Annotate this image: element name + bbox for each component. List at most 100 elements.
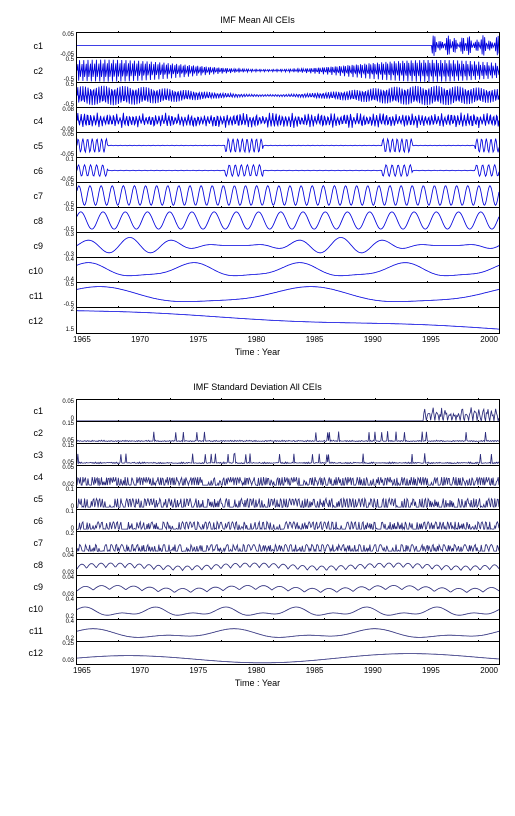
x-tick: 1970 <box>131 666 149 675</box>
panel-label: c11 <box>15 626 46 636</box>
panel-row-c2: c20.5-0.5 <box>15 58 500 83</box>
x-tick: 1965 <box>73 335 91 344</box>
panel-label: c6 <box>15 166 46 176</box>
panel-yticks: 0.040.03 <box>46 554 76 576</box>
panel-yticks: 0.05-0.05 <box>46 33 76 58</box>
panel-plot <box>76 575 500 599</box>
panel-yticks: 0.4-0.4 <box>46 258 76 283</box>
panel-plot <box>76 487 500 511</box>
panel-row-c2: c20.150.05 <box>15 422 500 444</box>
panel-label: c10 <box>15 266 46 276</box>
panel-label: c7 <box>15 538 46 548</box>
panel-row-c11: c110.5-0.5 <box>15 283 500 308</box>
panel-plot <box>76 399 500 423</box>
panel-plot <box>76 57 500 84</box>
panel-plot <box>76 207 500 234</box>
panel-row-c10: c100.4-0.4 <box>15 258 500 283</box>
panel-label: c4 <box>15 472 46 482</box>
panel-yticks: 0.050 <box>46 400 76 422</box>
panel-row-c7: c70.20.1 <box>15 532 500 554</box>
panel-label: c9 <box>15 582 46 592</box>
panel-row-c10: c100.40.2 <box>15 598 500 620</box>
panel-yticks: 0.3-0.3 <box>46 233 76 258</box>
panel-row-c3: c30.5-0.5 <box>15 83 500 108</box>
panel-plot <box>76 107 500 134</box>
panel-row-c11: c110.40.2 <box>15 620 500 642</box>
top-chart: IMF Mean All CEIs c10.05-0.05 c20.5-0.5 … <box>15 15 500 357</box>
panel-label: c10 <box>15 604 46 614</box>
panel-yticks: 0.050.02 <box>46 466 76 488</box>
x-tick: 1975 <box>189 335 207 344</box>
x-tick: 1990 <box>364 335 382 344</box>
panel-row-c12: c120.250.03 <box>15 642 500 664</box>
panel-row-c6: c60.10 <box>15 510 500 532</box>
panel-yticks: 0.5-0.5 <box>46 208 76 233</box>
panel-row-c1: c10.05-0.05 <box>15 33 500 58</box>
panel-plot <box>76 82 500 109</box>
panel-row-c4: c40.050.02 <box>15 466 500 488</box>
panel-label: c12 <box>15 648 46 658</box>
bottom-x-axis: 19651970197519801985199019952000 <box>15 666 500 675</box>
panel-plot <box>76 157 500 184</box>
panel-row-c8: c80.040.03 <box>15 554 500 576</box>
panel-plot <box>76 531 500 555</box>
x-tick: 1975 <box>189 666 207 675</box>
panel-plot <box>76 182 500 209</box>
panel-plot <box>76 282 500 309</box>
panel-row-c5: c50.10 <box>15 488 500 510</box>
panel-plot <box>76 597 500 621</box>
panel-label: c1 <box>15 41 46 51</box>
panel-label: c3 <box>15 91 46 101</box>
panel-yticks: 0.05-0.05 <box>46 133 76 158</box>
x-tick: 1980 <box>248 335 266 344</box>
panel-row-c3: c30.150.05 <box>15 444 500 466</box>
x-tick: 2000 <box>480 666 498 675</box>
panel-row-c9: c90.3-0.3 <box>15 233 500 258</box>
x-tick: 1970 <box>131 335 149 344</box>
panel-row-c9: c90.040.03 <box>15 576 500 598</box>
panel-plot <box>76 132 500 159</box>
panel-label: c6 <box>15 516 46 526</box>
panel-plot <box>76 307 500 334</box>
panel-label: c11 <box>15 291 46 301</box>
panel-plot <box>76 232 500 259</box>
panel-row-c6: c60.1-0.05 <box>15 158 500 183</box>
x-tick: 1990 <box>364 666 382 675</box>
panel-yticks: 0.040.03 <box>46 576 76 598</box>
panel-label: c8 <box>15 560 46 570</box>
x-tick: 2000 <box>480 335 498 344</box>
bottom-x-label: Time : Year <box>15 678 500 688</box>
panel-yticks: 0.5-0.5 <box>46 283 76 308</box>
panel-plot <box>76 509 500 533</box>
panel-label: c5 <box>15 494 46 504</box>
panel-yticks: 0.20.1 <box>46 532 76 554</box>
panel-yticks: 0.40.2 <box>46 598 76 620</box>
top-chart-title: IMF Mean All CEIs <box>15 15 500 25</box>
x-tick: 1995 <box>422 666 440 675</box>
bottom-chart-title: IMF Standard Deviation All CEIs <box>15 382 500 392</box>
top-x-label: Time : Year <box>15 347 500 357</box>
panel-plot <box>76 257 500 284</box>
x-tick: 1995 <box>422 335 440 344</box>
panel-label: c8 <box>15 216 46 226</box>
panel-row-c1: c10.050 <box>15 400 500 422</box>
x-tick: 1965 <box>73 666 91 675</box>
panel-label: c5 <box>15 141 46 151</box>
panel-yticks: 0.10 <box>46 510 76 532</box>
x-tick: 1985 <box>306 335 324 344</box>
panel-yticks: 0.5-0.5 <box>46 83 76 108</box>
bottom-chart: IMF Standard Deviation All CEIs c10.050 … <box>15 382 500 688</box>
panel-plot <box>76 641 500 665</box>
panel-yticks: 0.5-0.5 <box>46 183 76 208</box>
panel-plot <box>76 619 500 643</box>
panel-yticks: 0.5-0.5 <box>46 58 76 83</box>
panel-label: c4 <box>15 116 46 126</box>
panel-label: c1 <box>15 406 46 416</box>
top-x-axis: 1965 1970 1975 1980 1985 1990 1995 2000 <box>15 335 500 344</box>
panel-label: c9 <box>15 241 46 251</box>
panel-label: c2 <box>15 428 46 438</box>
panel-plot <box>76 465 500 489</box>
panel-yticks: 0.150.05 <box>46 422 76 444</box>
x-tick: 1980 <box>248 666 266 675</box>
panel-row-c4: c40.08-0.08 <box>15 108 500 133</box>
